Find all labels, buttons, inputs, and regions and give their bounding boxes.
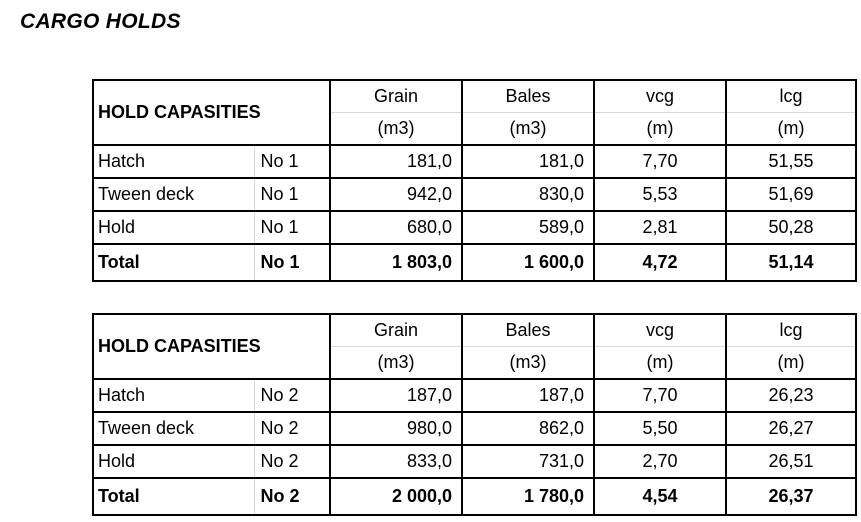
cell-bales: 862,0 xyxy=(461,411,595,446)
cell-grain: 181,0 xyxy=(329,144,463,179)
cell-grain: 833,0 xyxy=(329,444,463,479)
table-row: Hatch No 2 187,0 187,0 7,70 26,23 xyxy=(92,378,857,413)
cell-no: No 1 xyxy=(253,144,331,179)
cell-bales: 589,0 xyxy=(461,210,595,245)
cell-no: No 2 xyxy=(253,477,331,516)
cell-vcg: 4,72 xyxy=(593,243,727,282)
cell-bales: 181,0 xyxy=(461,144,595,179)
cell-bales: 830,0 xyxy=(461,177,595,212)
header-lcg: lcg xyxy=(725,313,857,347)
table-row: Tween deck No 2 980,0 862,0 5,50 26,27 xyxy=(92,411,857,446)
table-body: Hatch No 2 187,0 187,0 7,70 26,23 Tween deck No… xyxy=(92,378,857,516)
cell-bales: 731,0 xyxy=(461,444,595,479)
cell-grain: 680,0 xyxy=(329,210,463,245)
cell-label: Tween deck xyxy=(92,411,255,446)
cell-vcg: 7,70 xyxy=(593,144,727,179)
cell-lcg: 51,55 xyxy=(725,144,857,179)
cell-label: Hatch xyxy=(92,144,255,179)
header-hold-capacities: HOLD CAPASITIES xyxy=(92,313,331,380)
hold-capacities-table-no1: HOLD CAPASITIES Grain Bales vcg lcg (m3)… xyxy=(92,79,857,282)
cell-grain: 1 803,0 xyxy=(329,243,463,282)
header-bales: Bales xyxy=(461,79,595,113)
cell-vcg: 2,70 xyxy=(593,444,727,479)
cell-lcg: 51,14 xyxy=(725,243,857,282)
cell-lcg: 26,27 xyxy=(725,411,857,446)
page-title: CARGO HOLDS xyxy=(20,10,181,33)
header-grain: Grain xyxy=(329,79,463,113)
cell-vcg: 2,81 xyxy=(593,210,727,245)
header-hold-capacities: HOLD CAPASITIES xyxy=(92,79,331,146)
cell-lcg: 26,37 xyxy=(725,477,857,516)
cell-label: Total xyxy=(92,477,255,516)
cell-bales: 1 600,0 xyxy=(461,243,595,282)
cell-label: Hold xyxy=(92,210,255,245)
cell-label: Hold xyxy=(92,444,255,479)
header-vcg: vcg xyxy=(593,79,727,113)
cell-no: No 2 xyxy=(253,411,331,446)
cell-no: No 2 xyxy=(253,378,331,413)
header-bales: Bales xyxy=(461,313,595,347)
table-row: Hatch No 1 181,0 181,0 7,70 51,55 xyxy=(92,144,857,179)
header-lcg: lcg xyxy=(725,79,857,113)
cell-lcg: 26,23 xyxy=(725,378,857,413)
cell-grain: 942,0 xyxy=(329,177,463,212)
cell-no: No 2 xyxy=(253,444,331,479)
cell-bales: 1 780,0 xyxy=(461,477,595,516)
cell-no: No 1 xyxy=(253,243,331,282)
cell-lcg: 50,28 xyxy=(725,210,857,245)
header-grain: Grain xyxy=(329,313,463,347)
cell-grain: 187,0 xyxy=(329,378,463,413)
table-body: Hatch No 1 181,0 181,0 7,70 51,55 Tween deck No… xyxy=(92,144,857,282)
hold-capacities-table-no2: HOLD CAPASITIES Grain Bales vcg lcg (m3)… xyxy=(92,313,857,516)
table-row: Hold No 1 680,0 589,0 2,81 50,28 xyxy=(92,210,857,245)
header-lcg-unit: (m) xyxy=(725,346,857,380)
cell-grain: 980,0 xyxy=(329,411,463,446)
table-row: Hold No 2 833,0 731,0 2,70 26,51 xyxy=(92,444,857,479)
header-vcg-unit: (m) xyxy=(593,112,727,146)
cell-vcg: 7,70 xyxy=(593,378,727,413)
cell-vcg: 5,50 xyxy=(593,411,727,446)
header-bales-unit: (m3) xyxy=(461,346,595,380)
cell-label: Tween deck xyxy=(92,177,255,212)
header-vcg: vcg xyxy=(593,313,727,347)
table-row: Tween deck No 1 942,0 830,0 5,53 51,69 xyxy=(92,177,857,212)
cell-lcg: 51,69 xyxy=(725,177,857,212)
cell-label: Hatch xyxy=(92,378,255,413)
table-header: HOLD CAPASITIES Grain Bales vcg lcg (m3)… xyxy=(92,79,857,146)
cell-lcg: 26,51 xyxy=(725,444,857,479)
cell-vcg: 5,53 xyxy=(593,177,727,212)
cell-no: No 1 xyxy=(253,177,331,212)
cell-label: Total xyxy=(92,243,255,282)
cell-bales: 187,0 xyxy=(461,378,595,413)
header-grain-unit: (m3) xyxy=(329,346,463,380)
header-vcg-unit: (m) xyxy=(593,346,727,380)
table-header: HOLD CAPASITIES Grain Bales vcg lcg (m3)… xyxy=(92,313,857,380)
header-bales-unit: (m3) xyxy=(461,112,595,146)
header-grain-unit: (m3) xyxy=(329,112,463,146)
cell-no: No 1 xyxy=(253,210,331,245)
cell-grain: 2 000,0 xyxy=(329,477,463,516)
header-lcg-unit: (m) xyxy=(725,112,857,146)
cell-vcg: 4,54 xyxy=(593,477,727,516)
